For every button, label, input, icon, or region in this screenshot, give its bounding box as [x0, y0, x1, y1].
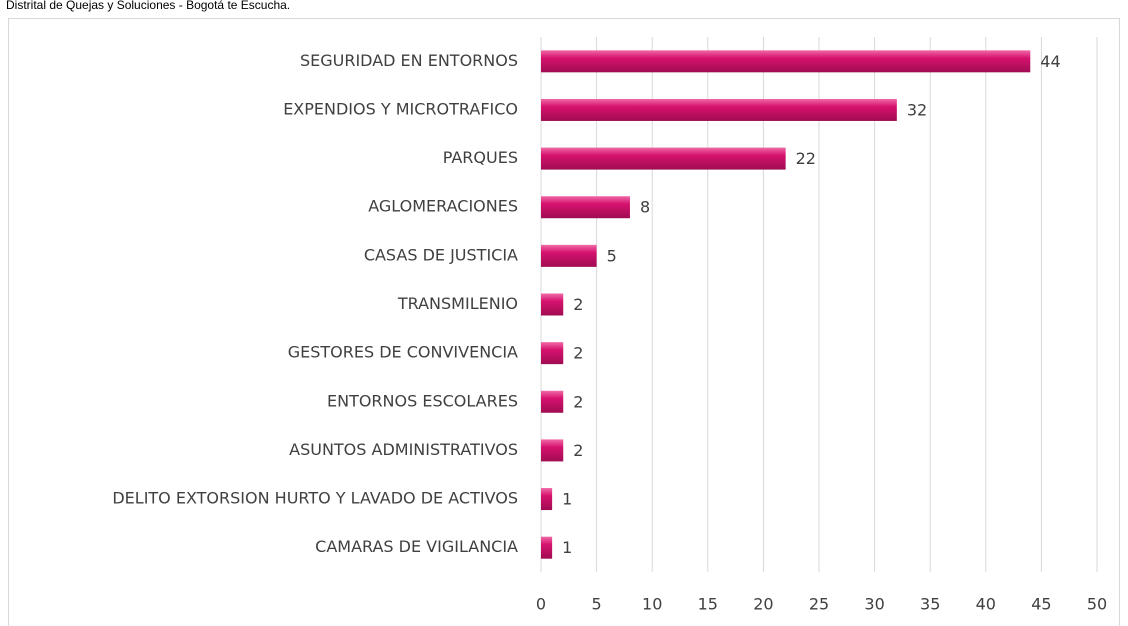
value-label: 8	[640, 198, 650, 217]
x-tick-label: 50	[1087, 595, 1107, 614]
y-tick-label: SEGURIDAD EN ENTORNOS	[300, 51, 518, 70]
chart-subtitle: Distrital de Quejas y Soluciones - Bogot…	[6, 0, 290, 12]
bar	[541, 244, 597, 267]
value-label: 2	[573, 441, 583, 460]
x-tick-label: 35	[920, 595, 940, 614]
x-tick-label: 5	[592, 595, 602, 614]
x-tick-label: 25	[809, 595, 829, 614]
value-label: 32	[907, 100, 927, 119]
value-label: 2	[573, 344, 583, 363]
y-tick-label: GESTORES DE CONVIVENCIA	[288, 343, 518, 362]
y-tick-label: TRANSMILENIO	[397, 294, 518, 313]
value-label: 22	[796, 149, 816, 168]
bar	[541, 342, 564, 365]
y-tick-label: EXPENDIOS Y MICROTRAFICO	[283, 99, 518, 118]
x-tick-label: 45	[1031, 595, 1051, 614]
x-tick-label: 0	[536, 595, 546, 614]
x-tick-label: 20	[753, 595, 773, 614]
value-label: 2	[573, 295, 583, 314]
bar	[541, 50, 1031, 73]
bar	[541, 536, 553, 559]
bar	[541, 488, 553, 511]
x-tick-label: 40	[976, 595, 996, 614]
x-tick-label: 15	[698, 595, 718, 614]
x-tick-label: 10	[642, 595, 662, 614]
bar	[541, 293, 564, 316]
y-tick-label: AGLOMERACIONES	[368, 197, 518, 216]
y-tick-label: CASAS DE JUSTICIA	[364, 245, 518, 264]
bar	[541, 98, 897, 121]
y-tick-label: PARQUES	[443, 148, 518, 167]
bar	[541, 439, 564, 462]
value-label: 2	[573, 392, 583, 411]
x-tick-label: 30	[864, 595, 884, 614]
y-tick-label: DELITO EXTORSION HURTO Y LAVADO DE ACTIV…	[112, 489, 518, 508]
bar	[541, 147, 786, 170]
value-label: 5	[607, 246, 617, 265]
value-label: 1	[562, 538, 572, 557]
value-label: 44	[1040, 52, 1060, 71]
y-tick-label: CAMARAS DE VIGILANCIA	[315, 537, 518, 556]
bar	[541, 196, 630, 219]
y-tick-label: ASUNTOS ADMINISTRATIVOS	[289, 440, 518, 459]
bar	[541, 390, 564, 413]
value-label: 1	[562, 490, 572, 509]
y-tick-label: ENTORNOS ESCOLARES	[327, 391, 518, 410]
